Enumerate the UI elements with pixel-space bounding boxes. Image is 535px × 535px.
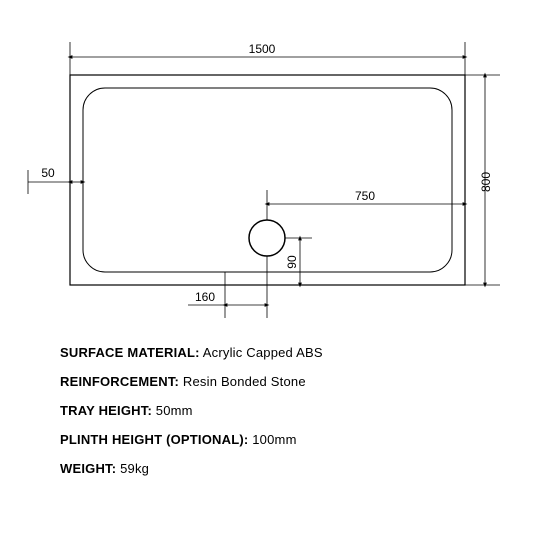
dim-left-margin-label: 50 (41, 166, 55, 180)
dim-right-height-label: 800 (479, 172, 493, 192)
dim-drain-to-right: 750 (267, 189, 465, 220)
spec-row: SURFACE MATERIAL: Acrylic Capped ABS (60, 345, 323, 360)
spec-row: PLINTH HEIGHT (OPTIONAL): 100mm (60, 432, 323, 447)
dim-drain-x-label: 160 (195, 290, 215, 304)
dim-top-width: 1500 (70, 42, 465, 75)
dim-drain-to-right-label: 750 (355, 189, 375, 203)
dim-drain-y: 90 (285, 238, 312, 285)
spec-label: WEIGHT: (60, 461, 116, 476)
spec-row: WEIGHT: 59kg (60, 461, 323, 476)
spec-label: TRAY HEIGHT: (60, 403, 152, 418)
tray-outer (70, 75, 465, 285)
spec-row: TRAY HEIGHT: 50mm (60, 403, 323, 418)
dim-drain-x: 160 (188, 256, 267, 318)
spec-value: Resin Bonded Stone (183, 374, 306, 389)
spec-list: SURFACE MATERIAL: Acrylic Capped ABS REI… (60, 345, 323, 490)
dim-top-width-label: 1500 (249, 42, 276, 56)
spec-label: SURFACE MATERIAL: (60, 345, 200, 360)
spec-label: PLINTH HEIGHT (OPTIONAL): (60, 432, 248, 447)
drain-circle (249, 220, 285, 256)
dim-right-height: 800 (465, 75, 500, 285)
tray-inner (83, 88, 452, 272)
spec-value: Acrylic Capped ABS (203, 345, 323, 360)
dim-drain-y-label: 90 (285, 255, 299, 269)
spec-value: 100mm (252, 432, 296, 447)
dim-left-margin: 50 (28, 166, 83, 194)
spec-value: 59kg (120, 461, 149, 476)
spec-value: 50mm (156, 403, 193, 418)
spec-label: REINFORCEMENT: (60, 374, 179, 389)
spec-row: REINFORCEMENT: Resin Bonded Stone (60, 374, 323, 389)
